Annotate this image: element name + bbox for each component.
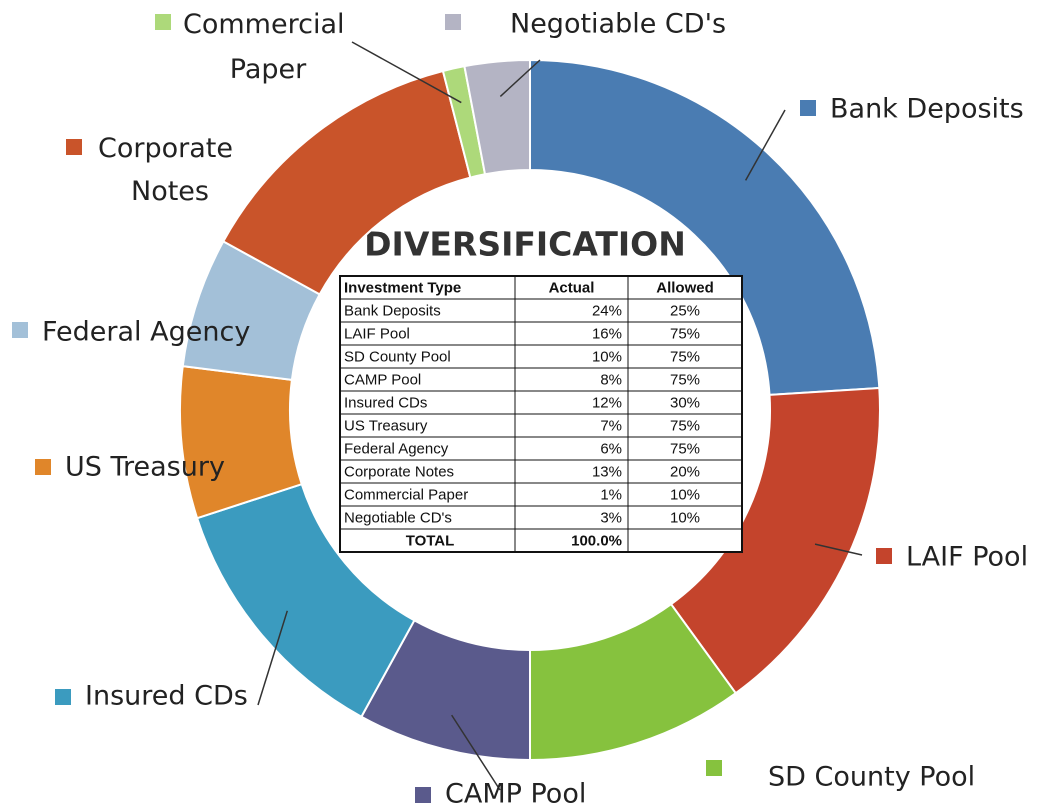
- legend-swatch: [415, 787, 431, 803]
- table-header: Actual: [549, 279, 595, 296]
- leader-line: [499, 59, 541, 97]
- leader-line: [451, 714, 501, 791]
- table-cell: 12%: [592, 394, 622, 411]
- legend-swatch: [12, 322, 28, 338]
- table-cell: CAMP Pool: [344, 371, 421, 388]
- leader-line: [814, 543, 863, 556]
- legend-swatch: [55, 689, 71, 705]
- table-header: Investment Type: [344, 279, 461, 296]
- legend-label: Insured CDs: [85, 681, 248, 712]
- table-cell: 75%: [670, 325, 700, 342]
- table-cell: US Treasury: [344, 417, 428, 434]
- donut-slice: [529, 58, 881, 396]
- table-cell: 10%: [670, 486, 700, 503]
- donut-slice: [463, 58, 531, 176]
- table-cell: 13%: [592, 463, 622, 480]
- table-cell: 7%: [600, 417, 622, 434]
- table-cell: 75%: [670, 371, 700, 388]
- table-cell: Federal Agency: [344, 440, 449, 457]
- table-cell: 3%: [600, 509, 622, 526]
- table-cell: 75%: [670, 417, 700, 434]
- leader-line: [351, 41, 462, 104]
- legend-label: Commercial Paper: [183, 9, 345, 85]
- table-cell: 6%: [600, 440, 622, 457]
- legend-label: Bank Deposits: [830, 94, 1024, 125]
- table-cell: 10%: [592, 348, 622, 365]
- legend-label: US Treasury: [65, 452, 225, 483]
- chart-title: DIVERSIFICATION: [364, 225, 686, 264]
- legend-label: CAMP Pool: [445, 779, 586, 810]
- legend-label: Negotiable CD's: [510, 9, 726, 40]
- legend-line: Notes: [131, 176, 209, 207]
- table-cell: LAIF Pool: [344, 325, 410, 342]
- table-header: Allowed: [656, 279, 714, 296]
- table-cell: 8%: [600, 371, 622, 388]
- table-cell: 10%: [670, 509, 700, 526]
- table-cell: SD County Pool: [344, 348, 451, 365]
- table-total: TOTAL: [406, 532, 455, 549]
- table-cell: 16%: [592, 325, 622, 342]
- table-cell: Bank Deposits: [344, 302, 441, 319]
- legend-swatch: [800, 100, 816, 116]
- legend-line: Commercial: [183, 9, 345, 40]
- leader-line: [744, 109, 786, 181]
- legend-label: Corporate Notes: [98, 133, 233, 207]
- table-cell: 25%: [670, 302, 700, 319]
- legend-swatch: [445, 14, 461, 30]
- table-cell: 24%: [592, 302, 622, 319]
- table-cell: 1%: [600, 486, 622, 503]
- table-cell: 20%: [670, 463, 700, 480]
- legend-swatch: [876, 548, 892, 564]
- legend-swatch: [66, 139, 82, 155]
- legend-swatch: [35, 459, 51, 475]
- table-cell: Negotiable CD's: [344, 509, 452, 526]
- legend-swatch: [706, 760, 722, 776]
- table-cell: 75%: [670, 348, 700, 365]
- table-cell: Commercial Paper: [344, 486, 468, 503]
- legend-line: Corporate: [98, 133, 233, 164]
- table-cell: 30%: [670, 394, 700, 411]
- table-cell: 75%: [670, 440, 700, 457]
- table-cell: Insured CDs: [344, 394, 427, 411]
- leader-line: [257, 610, 289, 706]
- table-total: 100.0%: [571, 532, 622, 549]
- legend-label: SD County Pool: [768, 762, 975, 793]
- legend-swatch: [155, 14, 171, 30]
- legend-label: Federal Agency: [42, 317, 250, 348]
- legend-label: LAIF Pool: [906, 542, 1028, 573]
- table-cell: Corporate Notes: [344, 463, 454, 480]
- legend-line: Paper: [230, 54, 307, 85]
